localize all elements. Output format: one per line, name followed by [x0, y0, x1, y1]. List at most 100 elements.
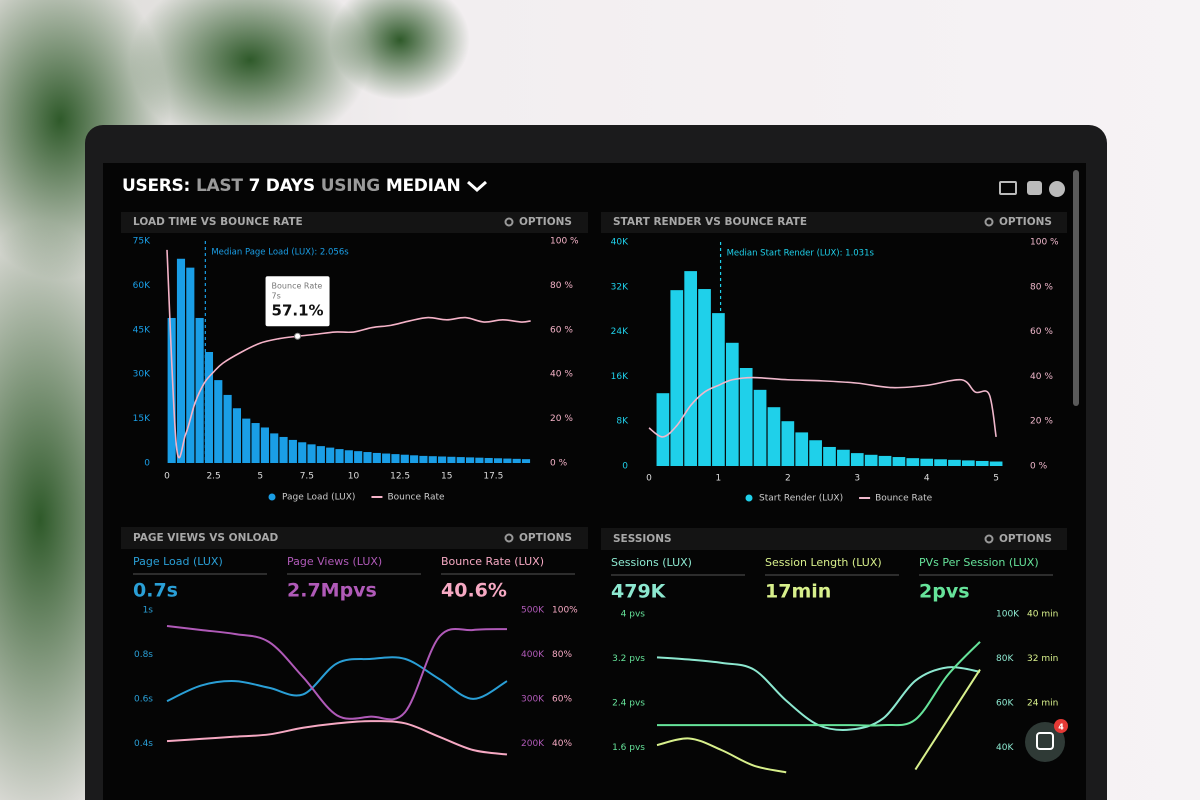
y-tick-label: 0.4s	[134, 739, 153, 749]
histogram-bar	[456, 457, 465, 463]
chat-icon	[1036, 732, 1054, 750]
metric-value: 40.6%	[441, 580, 507, 602]
metric-name: Bounce Rate (LUX)	[441, 555, 544, 568]
y-tick-label: 80%	[552, 650, 572, 660]
legend-label: Start Render (LUX)	[759, 494, 843, 504]
y-tick-label: 40 %	[1030, 372, 1053, 382]
histogram-bar	[512, 458, 521, 463]
histogram-bar	[975, 460, 989, 466]
histogram-bar	[251, 423, 260, 463]
y-tick-label: 60 %	[1030, 327, 1053, 337]
y-tick-label: 40 min	[1027, 610, 1058, 620]
scrollbar[interactable]	[1073, 170, 1079, 406]
histogram-bar	[892, 457, 906, 466]
histogram-bar	[795, 432, 809, 466]
histogram-bar	[781, 421, 795, 466]
chat-button[interactable]	[1025, 722, 1065, 762]
histogram-bar	[298, 442, 307, 463]
tooltip	[265, 276, 330, 327]
tooltip-value: 57.1%	[272, 302, 324, 320]
histogram-bar	[400, 454, 409, 463]
y-tick-label: 0	[622, 462, 628, 472]
y-tick-label: 80 %	[550, 281, 573, 291]
histogram-bar	[493, 458, 503, 463]
histogram-bar	[684, 271, 697, 466]
histogram-bar	[354, 451, 363, 463]
histogram-bar	[670, 290, 684, 466]
y-tick-label: 100K	[996, 610, 1020, 620]
y-tick-label: 15K	[133, 414, 151, 424]
panel-title: START RENDER VS BOUNCE RATE	[613, 216, 807, 228]
metric-line	[166, 656, 508, 703]
y-tick-label: 1.6 pvs	[612, 743, 645, 753]
title-part: USING	[320, 176, 380, 196]
histogram-bar	[712, 313, 725, 466]
monitor-icon[interactable]	[999, 181, 1017, 195]
page-title[interactable]: USERS: LAST 7 DAYS USING MEDIAN	[122, 176, 488, 196]
histogram-bar	[316, 446, 325, 463]
share-icon[interactable]	[1027, 181, 1042, 195]
y-tick-label: 8K	[616, 417, 629, 427]
y-tick-label: 100%	[552, 606, 578, 616]
histogram-bar	[279, 436, 288, 463]
histogram-bar	[176, 258, 186, 463]
options-icon	[984, 217, 994, 227]
y-tick-label: 24K	[611, 327, 629, 337]
histogram-bar	[962, 460, 975, 466]
options-button[interactable]: OPTIONS	[999, 216, 1052, 228]
y-tick-label: 2.4 pvs	[612, 698, 645, 708]
bounce-rate-line	[648, 376, 997, 438]
y-tick-label: 0.8s	[134, 650, 153, 660]
histogram-bar	[878, 455, 892, 466]
options-button[interactable]: OPTIONS	[999, 533, 1052, 545]
y-tick-label: 300K	[521, 694, 545, 704]
y-tick-label: 16K	[611, 372, 629, 382]
histogram-bar	[242, 418, 251, 463]
metric-name: Session Length (LUX)	[765, 556, 882, 569]
histogram-bar	[391, 454, 400, 463]
metric-value: 0.7s	[133, 580, 178, 602]
y-tick-label: 32K	[611, 282, 629, 292]
notification-count: 4	[1058, 723, 1064, 732]
histogram-bar	[223, 394, 232, 463]
options-button[interactable]: OPTIONS	[519, 216, 572, 228]
x-tick-label: 2	[785, 474, 791, 484]
screen	[103, 163, 1086, 800]
title-part: 7 DAYS	[248, 176, 315, 196]
tooltip-title: Bounce Rate	[272, 282, 323, 291]
y-tick-label: 40K	[996, 743, 1014, 753]
dropdown-chevron[interactable]	[466, 179, 488, 193]
histogram-bar	[484, 457, 493, 463]
histogram-bar	[447, 456, 456, 463]
y-tick-label: 60K	[996, 698, 1014, 708]
histogram-bar	[934, 459, 947, 466]
options-button[interactable]: OPTIONS	[519, 532, 572, 544]
histogram-bar	[850, 453, 864, 466]
plant	[330, 0, 470, 100]
panel-header	[601, 212, 1067, 233]
y-tick-label: 60K	[133, 281, 151, 291]
histogram-bar	[186, 267, 195, 463]
metric-name: PVs Per Session (LUX)	[919, 556, 1039, 569]
histogram-bar	[204, 352, 214, 463]
metric-value: 2.7Mpvs	[287, 580, 377, 602]
histogram-bar	[372, 452, 381, 463]
title-part: LAST	[196, 176, 243, 196]
panel-title: LOAD TIME VS BOUNCE RATE	[133, 216, 303, 228]
histogram-bar	[335, 449, 344, 463]
help-icon[interactable]	[1049, 181, 1065, 197]
histogram-bar	[503, 458, 512, 463]
metric-name: Page Views (LUX)	[287, 555, 382, 568]
y-tick-label: 0 %	[1030, 462, 1048, 472]
histogram-bar	[410, 455, 419, 463]
metric-name: Sessions (LUX)	[611, 556, 692, 569]
histogram-bar	[864, 454, 878, 466]
panel-header	[121, 212, 588, 233]
x-tick-label: 15	[441, 472, 452, 482]
options-icon	[504, 533, 514, 543]
x-tick-label: 10	[348, 472, 360, 482]
y-tick-label: 1s	[143, 606, 154, 616]
metric-name: Page Load (LUX)	[133, 555, 223, 568]
histogram-bar	[270, 433, 279, 463]
panel-title: SESSIONS	[613, 533, 672, 545]
